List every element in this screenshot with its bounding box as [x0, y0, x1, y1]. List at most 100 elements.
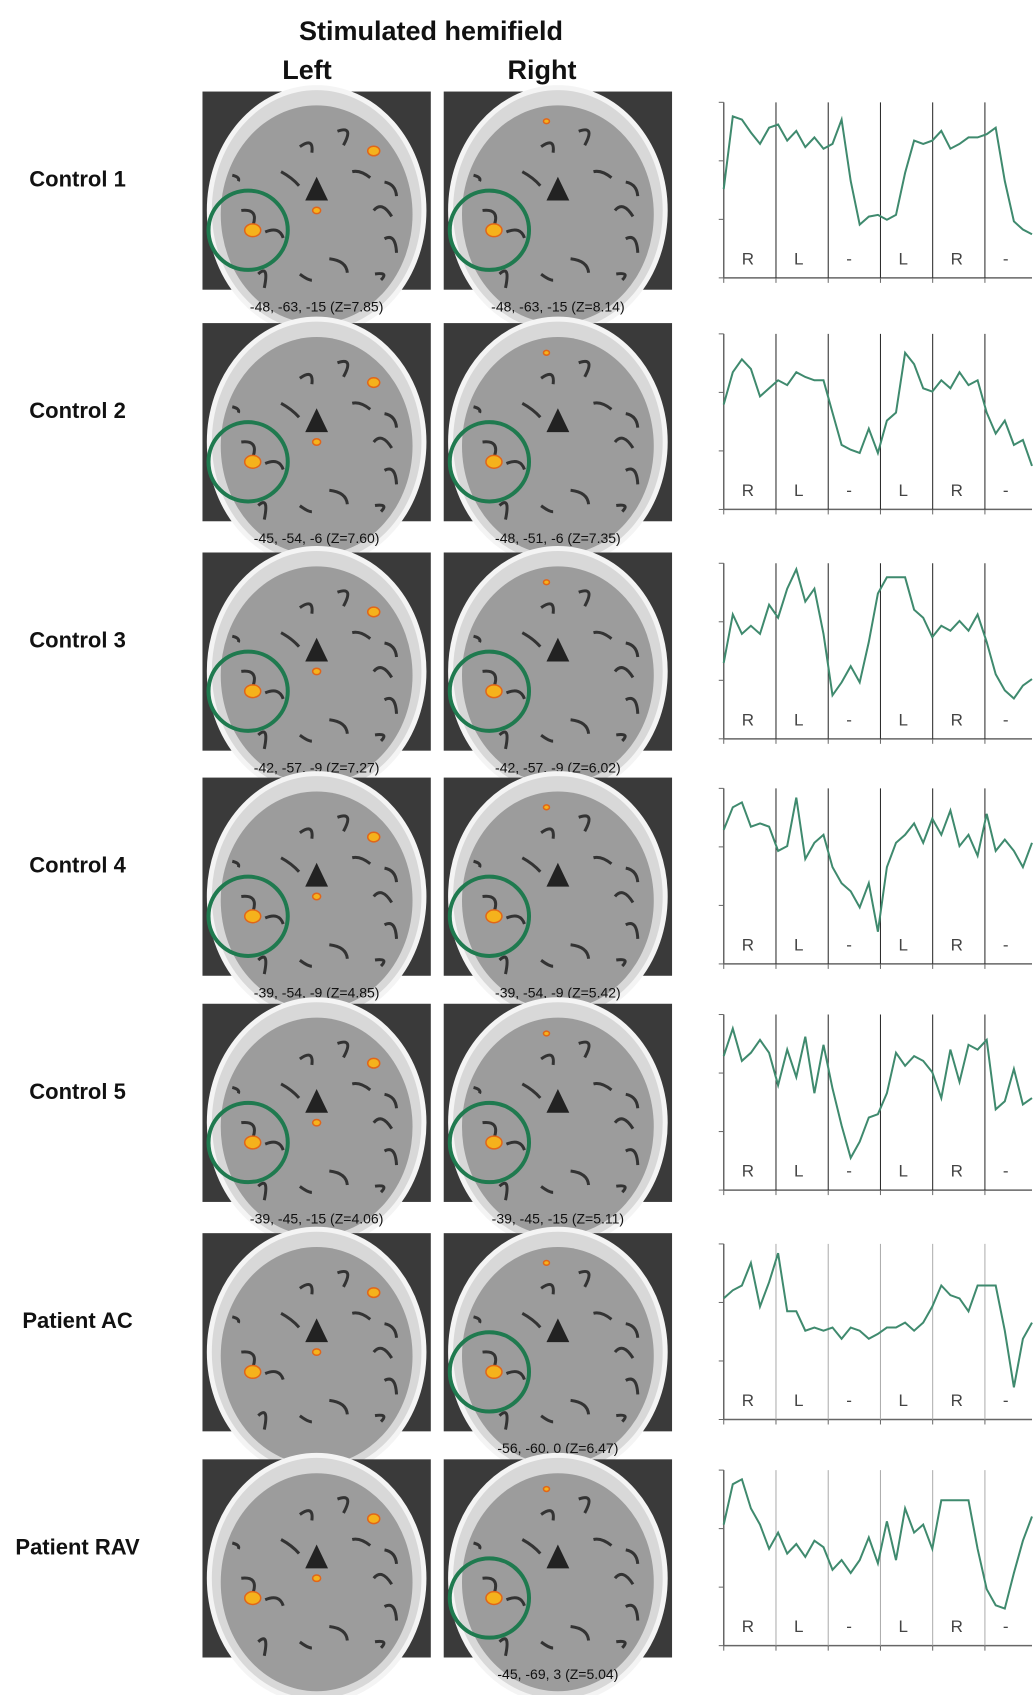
sulcus: [540, 1509, 555, 1521]
sulcus: [593, 855, 613, 865]
block-label: -: [846, 935, 852, 954]
timecourse-line: [722, 350, 1033, 467]
block-label: R: [951, 1391, 963, 1410]
sulcus: [625, 235, 640, 253]
ventricle: [305, 1544, 329, 1569]
activation: [366, 606, 381, 618]
sulcus: [336, 128, 350, 146]
sulcus: [473, 1315, 482, 1324]
sulcus: [329, 1169, 349, 1186]
activation: [542, 349, 551, 356]
sulcus: [264, 1140, 285, 1151]
brain-image: [443, 85, 673, 336]
sulcus: [329, 1625, 349, 1641]
brain-image: [443, 316, 673, 568]
timecourse-line: [722, 115, 1033, 236]
block-label: R: [951, 481, 963, 500]
sulcus: [521, 631, 542, 648]
block-label: -: [1003, 481, 1009, 500]
sulcus: [372, 1346, 393, 1359]
sulcus: [351, 401, 372, 411]
sulcus: [505, 914, 526, 925]
block-label: R: [951, 249, 963, 268]
sulcus: [351, 855, 372, 865]
activation: [243, 1590, 262, 1606]
sulcus: [372, 891, 393, 904]
sulcus: [241, 1576, 256, 1593]
roi-circle: [447, 649, 532, 733]
ventricle: [305, 637, 329, 662]
sulcus: [384, 1322, 399, 1338]
sulcus: [625, 1603, 640, 1621]
sulcus: [616, 503, 627, 513]
brain: [461, 336, 654, 555]
brain: [220, 1247, 413, 1466]
roi-circle: [206, 649, 290, 733]
block-label: R: [742, 481, 754, 500]
sulcus: [540, 959, 554, 968]
sulcus: [616, 1184, 627, 1194]
sulcus: [625, 1548, 640, 1565]
block-label: L: [898, 935, 907, 954]
block-label: R: [951, 935, 963, 954]
sulcus: [616, 1639, 627, 1649]
brain: [461, 1473, 654, 1692]
brain-image: [202, 85, 431, 336]
sulcus: [372, 1117, 393, 1130]
sulcus: [241, 669, 256, 686]
sulcus: [473, 1541, 482, 1550]
sulcus: [231, 634, 241, 643]
sulcus: [264, 914, 285, 925]
activation: [366, 145, 381, 157]
sulcus: [540, 372, 555, 385]
sulcus: [299, 827, 314, 839]
row-label: Control 5: [29, 1079, 126, 1104]
sulcus: [570, 1398, 591, 1415]
sulcus: [625, 1148, 640, 1166]
block-label: L: [794, 249, 803, 268]
brain: [220, 566, 413, 785]
activation: [311, 667, 322, 676]
sulcus: [298, 1414, 312, 1424]
activation: [542, 579, 551, 586]
activation: [243, 223, 262, 238]
sulcus: [570, 488, 591, 505]
activation: [311, 1348, 322, 1357]
block-label: R: [742, 935, 754, 954]
brain: [220, 105, 413, 324]
sulcus: [625, 467, 640, 485]
sulcus: [374, 503, 386, 513]
sulcus: [578, 814, 591, 833]
sulcus: [613, 666, 635, 679]
ventricle: [305, 862, 329, 887]
block-label: -: [1003, 249, 1009, 268]
ventricle: [546, 1088, 570, 1113]
block-label: L: [898, 481, 907, 500]
brain-image: [443, 997, 673, 1249]
brain: [220, 336, 413, 555]
sulcus: [351, 630, 372, 640]
activation: [366, 1057, 381, 1069]
roi-circle: [206, 188, 290, 272]
block-label: L: [794, 935, 803, 954]
sulcus: [613, 1346, 635, 1359]
activation: [243, 1364, 262, 1380]
sulcus: [336, 1040, 350, 1059]
sulcus: [521, 1538, 542, 1555]
activation: [485, 909, 503, 924]
brain: [461, 566, 654, 785]
sulcus: [473, 405, 482, 414]
sulcus: [540, 827, 555, 839]
sulcus: [264, 1596, 285, 1607]
row-label: Patient AC: [22, 1308, 133, 1333]
ventricle: [546, 176, 570, 201]
sulcus: [625, 922, 640, 939]
sulcus: [578, 128, 591, 146]
caption: -39, -45, -15 (Z=4.06): [250, 1211, 383, 1227]
block-label: L: [794, 1617, 803, 1636]
caption: -39, -45, -15 (Z=5.11): [492, 1211, 624, 1227]
sulcus: [372, 1572, 393, 1586]
sulcus: [613, 1117, 635, 1130]
sulcus: [383, 467, 399, 485]
sulcus: [384, 180, 399, 197]
